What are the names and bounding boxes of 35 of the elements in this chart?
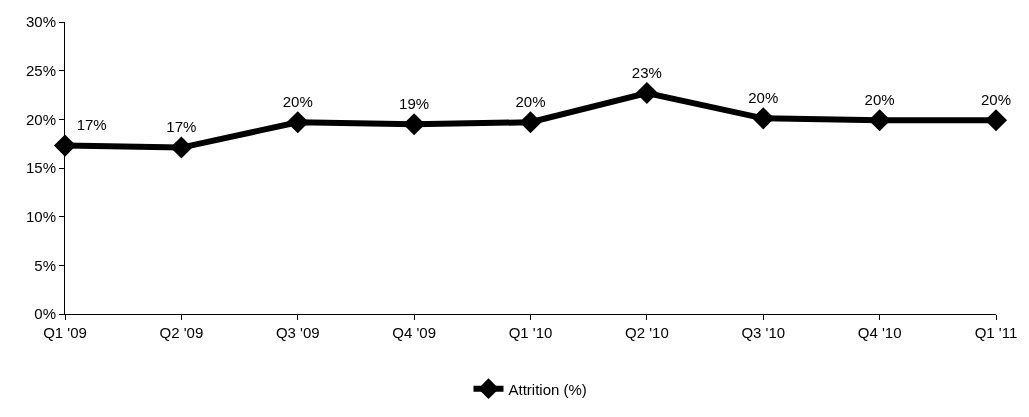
legend-label: Attrition (%) xyxy=(508,380,587,398)
point xyxy=(984,109,1008,132)
point xyxy=(752,107,775,130)
x-tick-label: Q3 '10 xyxy=(741,324,786,341)
point xyxy=(403,113,426,136)
x-tick-label: Q1 '09 xyxy=(43,324,87,341)
data-label: 20% xyxy=(980,90,1012,108)
data-label: 20% xyxy=(864,90,895,108)
y-tick-label: 0% xyxy=(34,305,56,323)
data-label: 20% xyxy=(515,92,546,110)
y-tick-label: 30% xyxy=(25,13,56,31)
point xyxy=(635,82,658,105)
x-tick-label: Q2 '09 xyxy=(159,324,204,341)
x-tick-label: Q2 '10 xyxy=(625,324,669,341)
y-tick-label: 15% xyxy=(25,159,56,177)
point xyxy=(519,111,542,134)
point xyxy=(868,109,891,132)
y-tick-label: 5% xyxy=(34,256,56,274)
y-tick-label: 20% xyxy=(25,110,56,128)
data-label: 20% xyxy=(282,92,313,110)
x-tick-label: Q4 '09 xyxy=(392,324,436,341)
x-tick-label: Q1 '10 xyxy=(508,324,553,341)
data-label: 20% xyxy=(748,88,779,106)
point xyxy=(53,134,77,157)
data-label: 23% xyxy=(631,63,662,81)
y-tick-label: 10% xyxy=(25,207,56,225)
data-label: 17% xyxy=(166,118,197,136)
data-label: 17% xyxy=(76,116,107,134)
point xyxy=(170,136,193,159)
point xyxy=(286,111,309,134)
x-tick-label: Q1 '11 xyxy=(974,324,1018,341)
x-tick-label: Q3 '09 xyxy=(275,324,320,341)
y-tick-label: 25% xyxy=(25,61,56,79)
x-tick-label: Q4 '10 xyxy=(857,324,902,341)
data-label: 19% xyxy=(399,94,430,112)
